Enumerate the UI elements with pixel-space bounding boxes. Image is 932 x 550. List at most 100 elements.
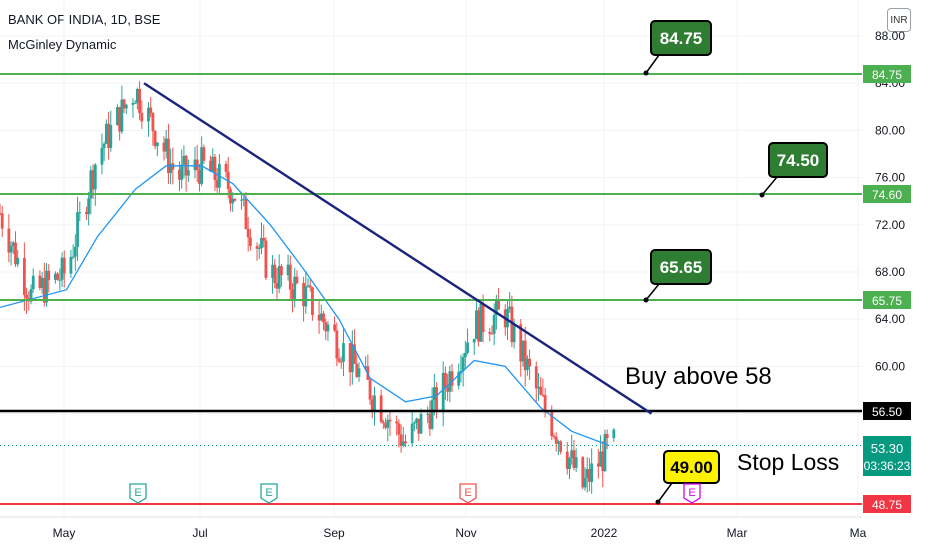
- callout-74-50-box: [768, 142, 828, 178]
- candle-body: [60, 257, 64, 280]
- candle-body: [58, 279, 62, 281]
- candle-body: [131, 103, 135, 105]
- candle-body: [180, 164, 184, 180]
- candle-body: [599, 451, 602, 467]
- candle-body: [233, 198, 237, 201]
- candle-body: [122, 99, 126, 109]
- candle-body: [257, 248, 261, 250]
- candle-body: [559, 441, 563, 452]
- candle-body: [0, 213, 4, 229]
- candle-body: [193, 159, 197, 171]
- candle-body: [428, 413, 432, 429]
- x-tick-label: Ma: [850, 526, 867, 540]
- candle-body: [541, 394, 545, 396]
- y-tick-label: 60.00: [875, 359, 905, 373]
- candle-body: [304, 286, 308, 307]
- candle-body: [40, 277, 44, 288]
- candle-body: [89, 170, 93, 199]
- candle-body: [319, 313, 323, 321]
- candle-body: [264, 240, 268, 278]
- earnings-marker-2: [459, 483, 477, 504]
- candle-body: [384, 423, 387, 428]
- candle-body: [107, 123, 110, 148]
- candle-body: [153, 131, 157, 147]
- candle-body: [472, 338, 476, 343]
- candle-body: [463, 352, 467, 358]
- candle-body: [202, 147, 206, 161]
- callout-84-75-pointer: [645, 54, 660, 74]
- candle-body: [124, 104, 128, 109]
- callout-65-65-box: [650, 249, 712, 285]
- callout-49-00-pointer: [657, 482, 673, 503]
- candle-body: [311, 287, 314, 315]
- candle-body: [22, 257, 26, 295]
- candle-body: [350, 344, 354, 373]
- candle-body: [135, 89, 139, 103]
- candle-body: [211, 156, 215, 172]
- candle-body: [525, 358, 529, 371]
- candle-body: [255, 246, 259, 249]
- y-tick-label: 64.00: [875, 312, 905, 326]
- candle-body: [109, 125, 113, 148]
- candle-body: [335, 330, 339, 359]
- candle-body: [596, 463, 600, 467]
- buy-above-label: Buy above 58: [625, 363, 772, 390]
- candle-body: [295, 276, 299, 284]
- candle-body: [446, 386, 450, 392]
- x-tick-label: Mar: [727, 526, 748, 540]
- candle-body: [612, 429, 616, 439]
- callout-49-00-label: 49.00: [670, 458, 713, 477]
- candle-body: [448, 371, 452, 392]
- candle-body: [0, 213, 2, 214]
- x-tick-label: Nov: [455, 526, 476, 540]
- last-price-value: 53.30: [871, 441, 904, 456]
- candle-body: [441, 372, 445, 413]
- price-tag-bg-2: [863, 291, 911, 309]
- y-tick-label: 80.00: [875, 123, 905, 137]
- candle-body: [388, 419, 392, 422]
- earnings-marker-label-2: E: [464, 487, 471, 499]
- candle-body: [585, 468, 589, 479]
- stop-loss-label: Stop Loss: [737, 449, 839, 475]
- candle-body: [262, 237, 266, 241]
- candle-body: [466, 342, 469, 353]
- candle-body: [104, 123, 108, 144]
- candle-body: [38, 275, 42, 288]
- candle-body: [581, 457, 585, 488]
- price-tag-1: 74.60: [872, 188, 902, 202]
- candle-body: [459, 370, 463, 373]
- candle-body: [353, 344, 356, 364]
- x-tick-label: Jul: [192, 526, 207, 540]
- candle-body: [324, 322, 328, 332]
- x-tick-label: Sep: [323, 526, 345, 540]
- earnings-marker-0: [129, 483, 147, 504]
- candle-body: [574, 457, 578, 468]
- candle-body: [100, 148, 104, 165]
- candle-body: [357, 368, 361, 377]
- candle-body: [215, 180, 219, 188]
- y-tick-label: 72.00: [875, 218, 905, 232]
- candle-body: [355, 363, 359, 377]
- indicator-legend: McGinley Dynamic: [8, 37, 117, 52]
- currency-badge[interactable]: INR: [887, 8, 911, 32]
- candle-body: [510, 306, 514, 343]
- candle-body: [14, 242, 17, 265]
- price-tag-bg-1: [863, 185, 911, 203]
- candle-body: [543, 395, 547, 412]
- y-tick-label: 68.00: [875, 265, 905, 279]
- candle-body: [481, 303, 485, 333]
- candle-body: [554, 436, 558, 444]
- candle-body: [326, 324, 330, 332]
- candle-body: [588, 468, 591, 482]
- x-tick-label: May: [53, 526, 76, 540]
- candle-body: [293, 276, 297, 299]
- candle-body: [539, 386, 543, 395]
- candle-body: [410, 423, 414, 444]
- candle-body: [373, 395, 376, 411]
- candle-body: [87, 198, 91, 215]
- callout-84-75-box: [650, 20, 712, 56]
- candle-body: [419, 413, 423, 434]
- candle-body: [317, 314, 321, 321]
- callout-49-00-box: [663, 450, 720, 484]
